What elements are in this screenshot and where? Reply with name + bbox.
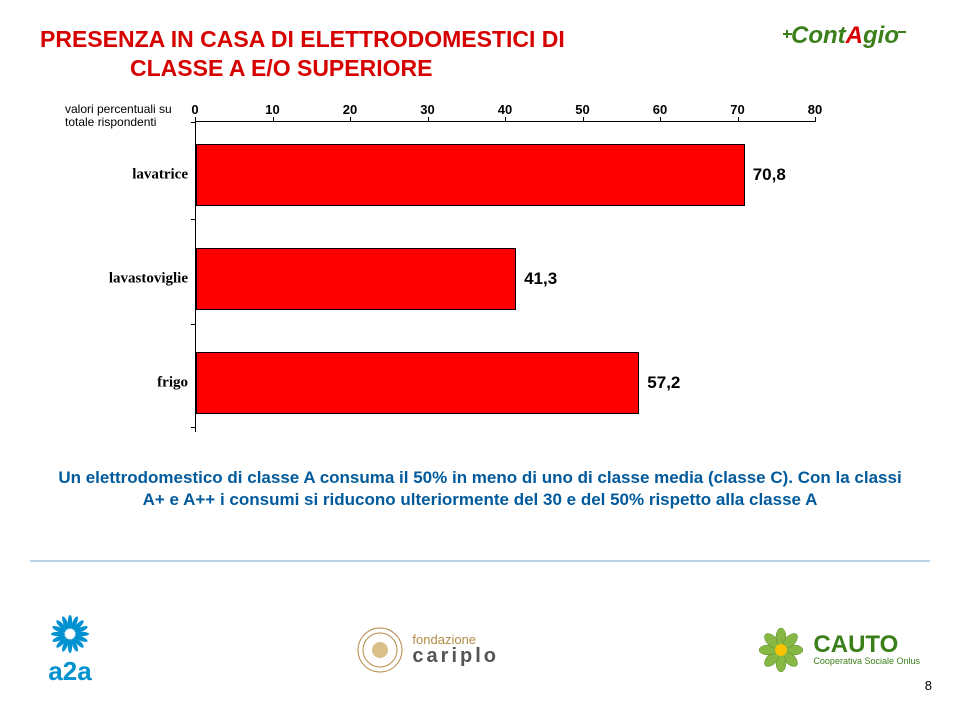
a2a-label: a2a [48, 656, 91, 687]
y-tick [191, 427, 196, 428]
bar [196, 352, 639, 414]
plot-area: lavatrice70,8 lavastoviglie41,3 frigo57,2 [195, 122, 815, 432]
x-axis: 01020304050607080 [195, 102, 815, 122]
note-line2: totale rispondenti [65, 115, 156, 129]
x-tick-label: 10 [265, 102, 279, 117]
cauto-sub: Cooperativa Sociale Onlus [813, 657, 920, 666]
title-line2: CLASSE A E/O SUPERIORE [130, 55, 432, 81]
y-tick [191, 324, 196, 325]
bar-value-label: 41,3 [524, 269, 557, 289]
y-tick [191, 219, 196, 220]
x-tick-label: 70 [730, 102, 744, 117]
x-tick-mark [815, 117, 816, 122]
bar [196, 248, 516, 310]
cariplo-logo: fondazione cariplo [356, 626, 499, 674]
bar-row: lavatrice70,8 [196, 144, 815, 206]
x-tick-label: 0 [191, 102, 198, 117]
body-text: Un elettrodomestico di classe A consuma … [55, 467, 905, 511]
a2a-starburst-icon [40, 612, 100, 660]
x-tick-label: 40 [498, 102, 512, 117]
bar-value-label: 57,2 [647, 373, 680, 393]
cauto-label: CAUTO [813, 633, 920, 657]
subtitle-note: valori percentuali su totale rispondenti [65, 103, 172, 129]
bar-row: lavastoviglie41,3 [196, 248, 815, 310]
logo-part-1: Cont [791, 22, 846, 49]
x-tick-label: 30 [420, 102, 434, 117]
a2a-logo: a2a [40, 612, 100, 687]
cauto-logo: CAUTO Cooperativa Sociale Onlus [755, 624, 920, 676]
cauto-flower-icon [755, 624, 807, 676]
logo-part-2: A [846, 22, 863, 49]
note-line1: valori percentuali su [65, 102, 172, 116]
category-label: lavatrice [132, 167, 196, 184]
bar [196, 144, 745, 206]
logo-part-3: gio [863, 22, 899, 49]
x-tick-label: 60 [653, 102, 667, 117]
x-tick-label: 80 [808, 102, 822, 117]
x-tick-label: 20 [343, 102, 357, 117]
footer: a2a fondazione cariplo CAUTO [40, 612, 920, 687]
page-number: 8 [925, 678, 932, 693]
bar-chart: 01020304050607080 lavatrice70,8lavastovi… [195, 102, 815, 432]
category-label: lavastoviglie [109, 271, 196, 288]
bar-value-label: 70,8 [753, 165, 786, 185]
cariplo-seal-icon [356, 626, 404, 674]
contagio-logo: ContAgio [780, 20, 910, 65]
cariplo-line2: cariplo [412, 646, 499, 666]
x-tick-label: 50 [575, 102, 589, 117]
separator-line [30, 560, 930, 562]
category-label: frigo [157, 375, 196, 392]
bar-row: frigo57,2 [196, 352, 815, 414]
y-tick [191, 122, 196, 123]
title-line1: PRESENZA IN CASA DI ELETTRODOMESTICI DI [40, 26, 565, 52]
